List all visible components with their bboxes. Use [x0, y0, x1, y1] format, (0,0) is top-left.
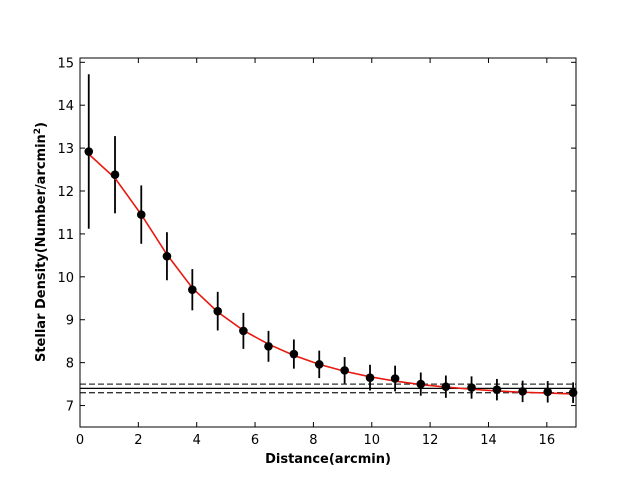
x-tick-label: 2 [134, 433, 142, 448]
x-tick-label: 12 [422, 433, 439, 448]
data-point [518, 387, 527, 396]
data-point [568, 388, 578, 397]
data-point [441, 382, 451, 391]
data-point [416, 379, 426, 389]
data-point [213, 306, 223, 316]
data-point [162, 251, 172, 261]
data-point [314, 360, 324, 369]
x-tick-label: 0 [76, 433, 84, 448]
data-point [84, 147, 94, 156]
y-tick-label: 9 [66, 314, 74, 329]
y-tick-label: 15 [57, 56, 74, 71]
y-tick-label: 11 [57, 228, 74, 243]
y-tick-label: 8 [66, 357, 74, 372]
data-point [390, 374, 400, 383]
data-point [136, 210, 146, 219]
y-tick-label: 14 [57, 99, 74, 114]
x-tick-label: 4 [193, 433, 201, 448]
data-point [110, 170, 120, 180]
x-tick-label: 10 [363, 433, 380, 448]
plot-frame [79, 57, 577, 428]
data-point [492, 385, 502, 394]
fit-curve [88, 153, 574, 395]
x-tick-label: 6 [251, 433, 259, 448]
data-point [340, 366, 349, 375]
data-point [239, 326, 248, 336]
x-axis-title: Distance(arcmin) [265, 452, 391, 467]
x-tick-label: 8 [309, 433, 317, 448]
data-point [543, 387, 552, 397]
data-point [264, 342, 273, 351]
y-axis-title: Stellar Density(Number/arcmin2) [33, 122, 49, 362]
y-axis-title-superscript: 2 [33, 128, 43, 134]
data-point [188, 285, 197, 294]
data-point [289, 349, 299, 359]
y-tick-label: 7 [66, 400, 74, 415]
data-point [467, 383, 476, 392]
x-tick-label: 16 [539, 433, 556, 448]
y-tick-label: 12 [57, 185, 74, 200]
y-tick-label: 13 [57, 142, 74, 157]
y-tick-label: 10 [57, 271, 74, 286]
y-axis-title-main: Stellar Density(Number/arcmin [34, 134, 49, 362]
data-point [365, 373, 375, 382]
y-axis-title-close: ) [34, 122, 49, 128]
x-tick-label: 14 [480, 433, 497, 448]
